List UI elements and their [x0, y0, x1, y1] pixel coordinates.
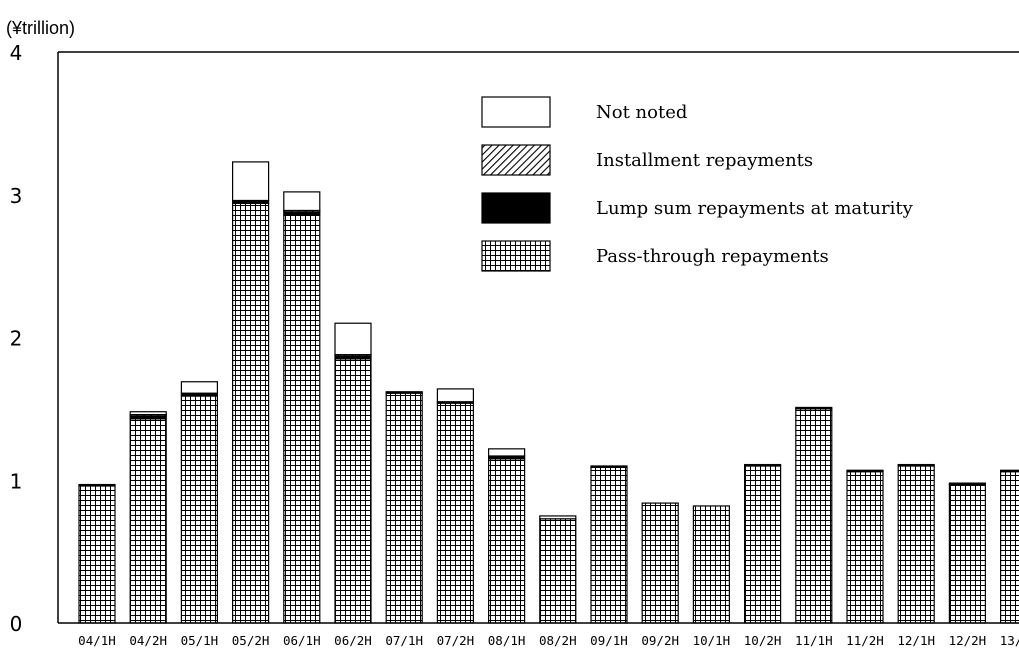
- x-tick-label: 12/2H: [949, 633, 987, 648]
- x-tick-label: 04/1H: [78, 633, 116, 648]
- bar-segment: [795, 406, 833, 410]
- x-tick-label: 11/1H: [795, 633, 833, 648]
- bar-segment: [78, 485, 116, 624]
- bar-segment: [795, 408, 833, 624]
- x-tick-label: 07/2H: [437, 633, 475, 648]
- bar-segment: [539, 515, 577, 520]
- x-tick-label: 12/1H: [897, 633, 935, 648]
- legend-swatch: [481, 96, 551, 128]
- bar-segment: [590, 465, 628, 469]
- legend-label: Lump sum repayments at maturity: [596, 198, 914, 219]
- bar-segment: [641, 502, 679, 624]
- legend-swatch: [481, 192, 551, 224]
- y-tick-label: 4: [10, 41, 23, 65]
- bar-segment: [436, 402, 474, 624]
- x-tick-label: 05/1H: [181, 633, 219, 648]
- legend-label: Not noted: [596, 102, 687, 123]
- bar-segment: [948, 483, 987, 624]
- bar-segment: [78, 483, 116, 487]
- bar-segment: [129, 418, 167, 624]
- legend-label: Pass-through repayments: [596, 246, 829, 267]
- bar-segment: [334, 358, 372, 624]
- x-tick-label: 11/2H: [846, 633, 884, 648]
- x-tick-label: 13/1H: [1000, 633, 1019, 648]
- bar-segment: [436, 388, 474, 403]
- bar-segment: [590, 466, 628, 624]
- bar-segment: [999, 471, 1019, 624]
- bar-segment: [488, 448, 526, 457]
- bar-segment: [488, 458, 526, 624]
- legend-label: Installment repayments: [596, 150, 813, 171]
- bar-segment: [743, 463, 782, 467]
- x-tick-label: 10/1H: [693, 633, 731, 648]
- legend-swatch: [481, 240, 551, 272]
- bar-segment: [948, 482, 987, 486]
- bar-segment: [385, 392, 423, 624]
- x-tick-label: 09/2H: [641, 633, 679, 648]
- bar-segment: [999, 469, 1019, 473]
- x-axis: 04/1H 04/2H 05/1H 05/2H 06/1H 06/2H 07/1H 07/2H…: [78, 633, 1019, 648]
- x-tick-label: 04/2H: [129, 633, 167, 648]
- legend-swatch: [481, 144, 551, 176]
- x-tick-label: 05/2H: [232, 633, 270, 648]
- legend: Not noted Installment repayments Lump sum …: [481, 96, 914, 272]
- y-tick-label: 0: [10, 612, 23, 636]
- x-tick-label: 08/1H: [488, 633, 526, 648]
- bar-segment: [385, 391, 423, 394]
- y-unit-label: (¥trillion): [6, 18, 75, 38]
- bar-segment: [334, 322, 372, 356]
- bars: [78, 161, 1019, 624]
- bar-segment: [129, 411, 167, 416]
- bar-segment: [897, 463, 935, 467]
- y-tick-label: 1: [10, 469, 23, 493]
- x-tick-label: 06/1H: [283, 633, 321, 648]
- bar-segment: [539, 518, 577, 624]
- x-tick-label: 08/2H: [539, 633, 577, 648]
- bar-segment: [232, 202, 270, 624]
- bar-segment: [180, 381, 218, 394]
- y-tick-label: 2: [10, 327, 23, 351]
- bar-segment: [232, 161, 270, 202]
- bar-segment: [283, 214, 321, 624]
- x-tick-label: 09/1H: [590, 633, 628, 648]
- y-tick-label: 3: [10, 184, 23, 208]
- bar-segment: [846, 469, 884, 473]
- y-axis: 0 1 2 3 4: [10, 41, 23, 636]
- bar-segment: [180, 395, 218, 624]
- bar-segment: [743, 465, 782, 624]
- x-tick-label: 07/1H: [385, 633, 423, 648]
- bar-segment: [846, 471, 884, 624]
- bar-segment: [897, 465, 935, 624]
- bar-segment: [692, 505, 731, 624]
- x-tick-label: 10/2H: [744, 633, 782, 648]
- x-tick-label: 06/2H: [334, 633, 372, 648]
- bar-segment: [283, 191, 321, 212]
